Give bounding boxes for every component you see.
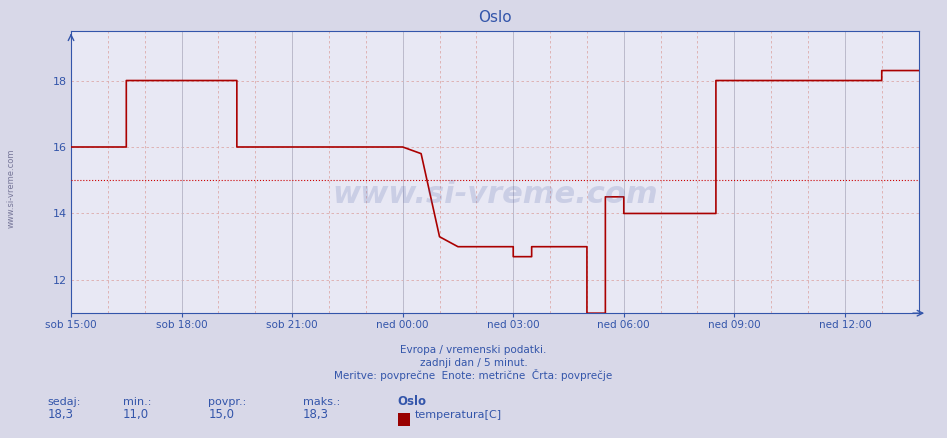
Text: sedaj:: sedaj: bbox=[47, 397, 80, 407]
Text: min.:: min.: bbox=[123, 397, 152, 407]
Text: Evropa / vremenski podatki.: Evropa / vremenski podatki. bbox=[401, 345, 546, 355]
Text: 18,3: 18,3 bbox=[303, 408, 329, 421]
Text: maks.:: maks.: bbox=[303, 397, 340, 407]
Text: 18,3: 18,3 bbox=[47, 408, 73, 421]
Text: www.si-vreme.com: www.si-vreme.com bbox=[7, 148, 16, 228]
Text: www.si-vreme.com: www.si-vreme.com bbox=[332, 180, 657, 209]
Text: 11,0: 11,0 bbox=[123, 408, 150, 421]
Text: Oslo: Oslo bbox=[398, 395, 427, 408]
Text: zadnji dan / 5 minut.: zadnji dan / 5 minut. bbox=[420, 358, 527, 368]
Text: Meritve: povprečne  Enote: metrične  Črta: povprečje: Meritve: povprečne Enote: metrične Črta:… bbox=[334, 369, 613, 381]
Text: 15,0: 15,0 bbox=[208, 408, 234, 421]
Text: povpr.:: povpr.: bbox=[208, 397, 246, 407]
Title: Oslo: Oslo bbox=[478, 11, 511, 25]
Text: temperatura[C]: temperatura[C] bbox=[415, 410, 502, 420]
